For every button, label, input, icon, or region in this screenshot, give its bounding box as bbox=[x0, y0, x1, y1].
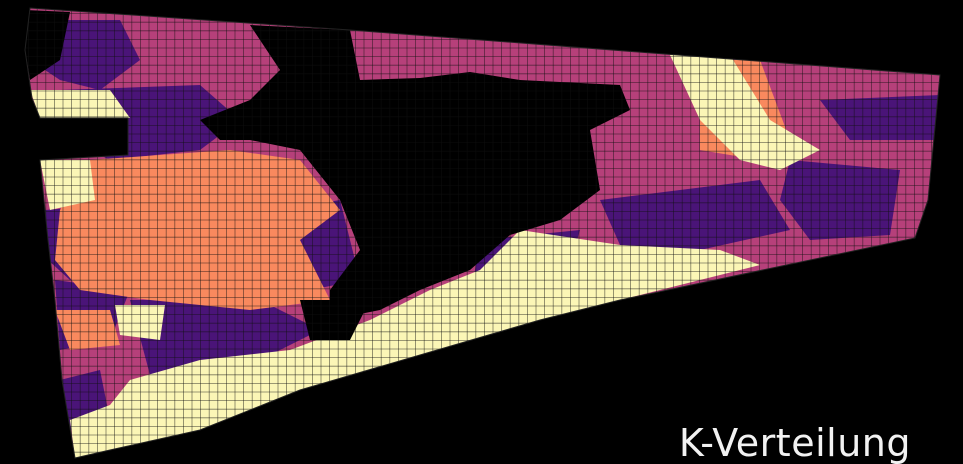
k-zone-purple bbox=[130, 300, 320, 375]
k-zone-orange bbox=[55, 150, 340, 310]
figure-caption: K-Verteilung bbox=[678, 421, 911, 464]
k-zone-pale-yellow bbox=[40, 160, 95, 210]
k-zone-black bbox=[300, 300, 370, 340]
k-zone-black bbox=[25, 10, 70, 80]
k-zone-pale-yellow bbox=[670, 55, 820, 170]
k-zone-black bbox=[200, 25, 630, 320]
domain-outline bbox=[24, 7, 941, 459]
